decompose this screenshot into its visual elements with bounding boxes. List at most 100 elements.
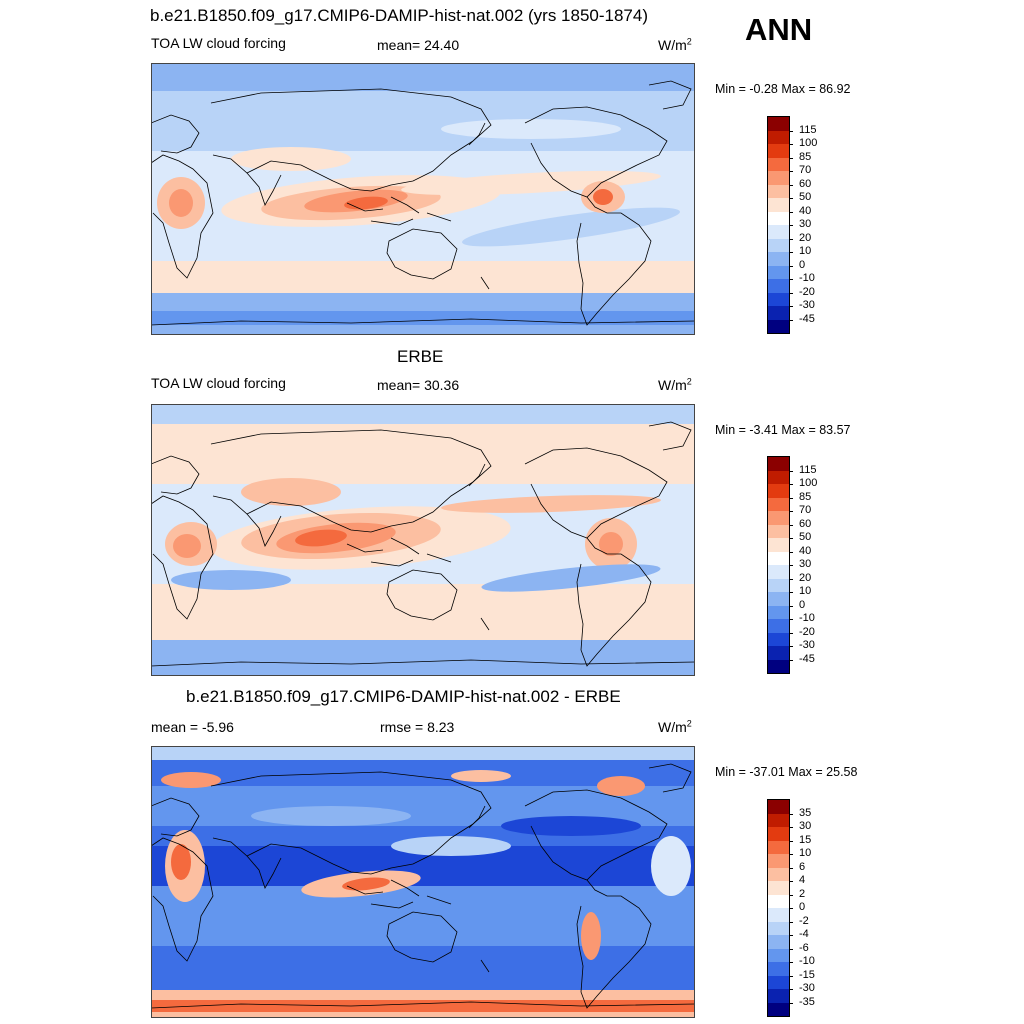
colorbar-tick-label: -30 bbox=[799, 982, 815, 994]
colorbar-tick-label: 2 bbox=[799, 887, 806, 900]
colorbar-tick bbox=[789, 881, 793, 882]
colorbar-tick-label: 100 bbox=[799, 137, 818, 149]
colorbar-tick-label: -10 bbox=[799, 955, 815, 967]
colorbar-swatch bbox=[768, 894, 789, 908]
panel-2-minmax: Min = -3.41 Max = 83.57 bbox=[715, 423, 851, 437]
colorbar-tick bbox=[789, 497, 793, 499]
colorbar-tick bbox=[789, 840, 793, 842]
colorbar-swatch bbox=[768, 292, 789, 306]
coastline bbox=[151, 421, 695, 667]
colorbar-tick-label: 70 bbox=[799, 164, 812, 176]
panel-2-variable-label: TOA LW cloud forcing bbox=[151, 375, 286, 391]
panel-1-variable-label: TOA LW cloud forcing bbox=[151, 35, 286, 51]
colorbar-tick bbox=[789, 211, 793, 213]
colorbar-tick bbox=[789, 551, 793, 553]
colorbar-tick bbox=[789, 659, 793, 661]
colorbar-tick bbox=[789, 484, 793, 485]
colorbar-swatch bbox=[768, 948, 789, 962]
colorbar-swatch bbox=[768, 935, 789, 949]
colorbar-frame bbox=[767, 116, 790, 334]
colorbar-tick-label: 20 bbox=[799, 231, 812, 244]
colorbar-tick-label: 10 bbox=[799, 245, 812, 257]
colorbar-tick-label: 85 bbox=[799, 490, 812, 503]
colorbar-tick bbox=[789, 252, 793, 253]
colorbar-tick bbox=[789, 238, 793, 240]
colorbar-tick-label: -10 bbox=[799, 272, 815, 284]
colorbar-swatch bbox=[768, 908, 789, 922]
panel-2-title: ERBE bbox=[397, 347, 444, 366]
colorbar-tick bbox=[789, 867, 793, 869]
colorbar-tick bbox=[789, 605, 793, 607]
panel-3-minmax: Min = -37.01 Max = 25.58 bbox=[715, 765, 858, 779]
colorbar-swatch bbox=[768, 840, 789, 854]
colorbar-swatch bbox=[768, 306, 789, 320]
colorbar-tick bbox=[789, 854, 793, 855]
colorbar-tick-label: -45 bbox=[799, 312, 815, 325]
colorbar-tick-label: -15 bbox=[799, 968, 815, 981]
colorbar-swatch bbox=[768, 551, 789, 565]
colorbar-swatch bbox=[768, 646, 789, 660]
coastline bbox=[151, 80, 695, 326]
colorbar-tick bbox=[789, 538, 793, 539]
coastline bbox=[151, 763, 695, 1009]
colorbar-swatch bbox=[768, 144, 789, 158]
colorbar-tick bbox=[789, 524, 793, 526]
colorbar-swatch bbox=[768, 238, 789, 252]
colorbar-tick bbox=[789, 592, 793, 593]
colorbar-tick-label: 115 bbox=[799, 463, 817, 476]
colorbar-tick-label: -30 bbox=[799, 299, 815, 311]
colorbar-swatch bbox=[768, 252, 789, 266]
colorbar-tick-label: -30 bbox=[799, 639, 815, 651]
colorbar-swatch bbox=[768, 813, 789, 827]
colorbar-tick-label: -4 bbox=[799, 928, 809, 940]
colorbar-tick-label: -10 bbox=[799, 612, 815, 624]
colorbar-swatch bbox=[768, 484, 789, 498]
colorbar-frame bbox=[767, 456, 790, 674]
panel-2-units: W/m2 bbox=[658, 376, 692, 393]
colorbar-swatch bbox=[768, 198, 789, 212]
colorbar-swatch bbox=[768, 538, 789, 552]
colorbar-swatch bbox=[768, 659, 789, 673]
colorbar-tick-label: -45 bbox=[799, 652, 815, 665]
colorbar-tick-label: 0 bbox=[799, 901, 806, 913]
colorbar-swatch bbox=[768, 800, 789, 814]
colorbar-tick bbox=[789, 157, 793, 159]
colorbar-tick-label: 30 bbox=[799, 218, 812, 230]
colorbar-tick bbox=[789, 319, 793, 321]
colorbar-tick bbox=[789, 306, 793, 307]
colorbar-tick bbox=[789, 198, 793, 199]
panel-2-mean-label: mean= 30.36 bbox=[377, 377, 460, 393]
colorbar-swatch bbox=[768, 157, 789, 171]
colorbar-swatch bbox=[768, 989, 789, 1003]
colorbar-tick bbox=[789, 948, 793, 950]
colorbar-swatch bbox=[768, 184, 789, 198]
colorbar-swatch bbox=[768, 497, 789, 511]
colorbar-tick bbox=[789, 225, 793, 226]
colorbar-swatch bbox=[768, 962, 789, 976]
colorbar-tick-label: 6 bbox=[799, 860, 806, 873]
colorbar-tick-label: 10 bbox=[799, 585, 812, 597]
colorbar-swatch bbox=[768, 524, 789, 538]
season-label: ANN bbox=[745, 12, 813, 47]
panel-3-map bbox=[151, 746, 695, 1018]
colorbar-tick bbox=[789, 921, 793, 923]
colorbar-tick bbox=[789, 292, 793, 294]
colorbar-tick-label: -20 bbox=[799, 625, 815, 638]
panel-1-title: b.e21.B1850.f09_g17.CMIP6-DAMIP-hist-nat… bbox=[150, 6, 648, 25]
panel-1-map bbox=[151, 63, 695, 335]
colorbar-tick-label: 60 bbox=[799, 517, 812, 530]
colorbar-swatch bbox=[768, 921, 789, 935]
panel-3-title: b.e21.B1850.f09_g17.CMIP6-DAMIP-hist-nat… bbox=[186, 687, 621, 706]
colorbar-swatch bbox=[768, 619, 789, 633]
colorbar-tick-label: 70 bbox=[799, 504, 812, 516]
colorbar-tick bbox=[789, 894, 793, 896]
colorbar-tick bbox=[789, 279, 793, 280]
colorbar-tick bbox=[789, 975, 793, 977]
colorbar-tick bbox=[789, 935, 793, 936]
colorbar-swatch bbox=[768, 592, 789, 606]
colorbar-swatch bbox=[768, 171, 789, 185]
colorbar-swatch bbox=[768, 827, 789, 841]
colorbar-tick-label: 115 bbox=[799, 123, 817, 136]
colorbar-tick-label: 0 bbox=[799, 598, 806, 611]
colorbar-tick bbox=[789, 265, 793, 267]
